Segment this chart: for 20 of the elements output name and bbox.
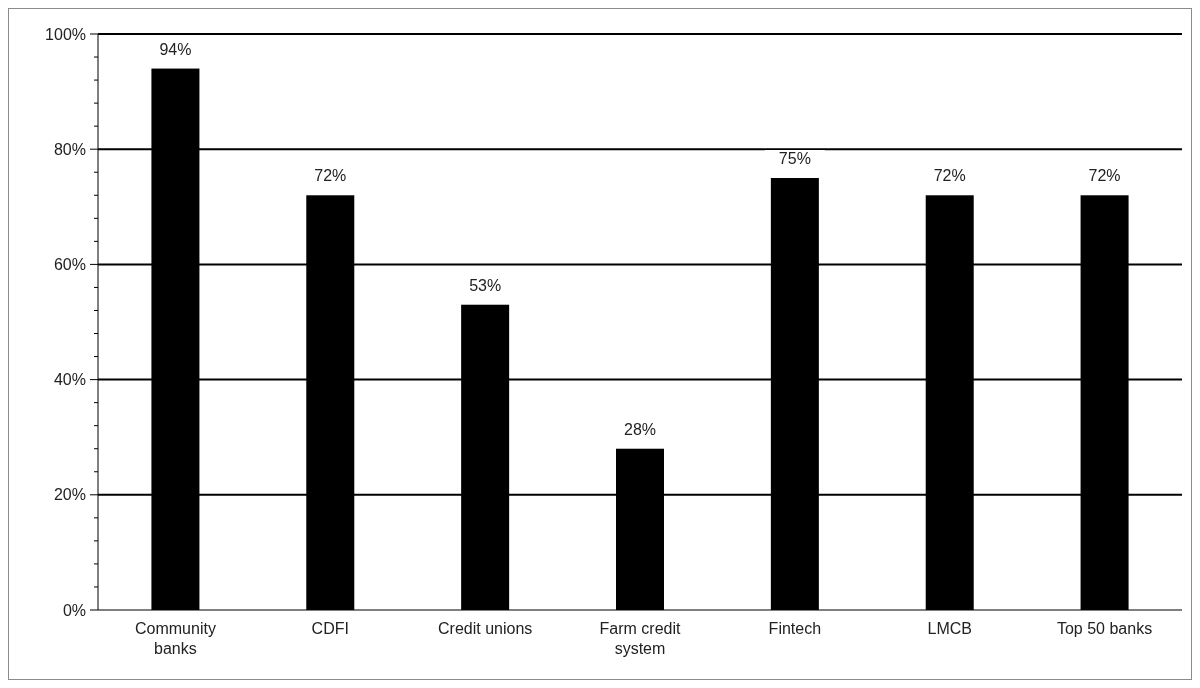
data-label: 72% [933, 167, 966, 185]
y-tick-label: 100% [45, 25, 86, 43]
data-label: 53% [469, 276, 502, 294]
data-label: 75% [778, 150, 811, 167]
x-tick-label: LMCB [927, 620, 972, 637]
y-tick-label: 60% [53, 256, 86, 273]
y-tick-label: 20% [53, 486, 86, 504]
x-tick-label: Fintech [768, 620, 822, 637]
data-label: 72% [1088, 167, 1121, 185]
x-tick-label: Credit unions [438, 620, 533, 637]
y-tick-label: 40% [53, 371, 86, 389]
x-tick-label: Top 50 banks [1056, 620, 1153, 637]
data-label: 72% [314, 167, 347, 185]
x-tick-label: CDFI [311, 620, 349, 637]
data-label: 94% [159, 40, 192, 58]
x-tick-label: Community banks [134, 620, 216, 657]
y-tick-label: 0% [62, 601, 86, 619]
y-tick-label: 80% [53, 140, 86, 158]
data-label: 28% [623, 420, 657, 438]
x-tick-label: Farm credit system [599, 620, 681, 657]
